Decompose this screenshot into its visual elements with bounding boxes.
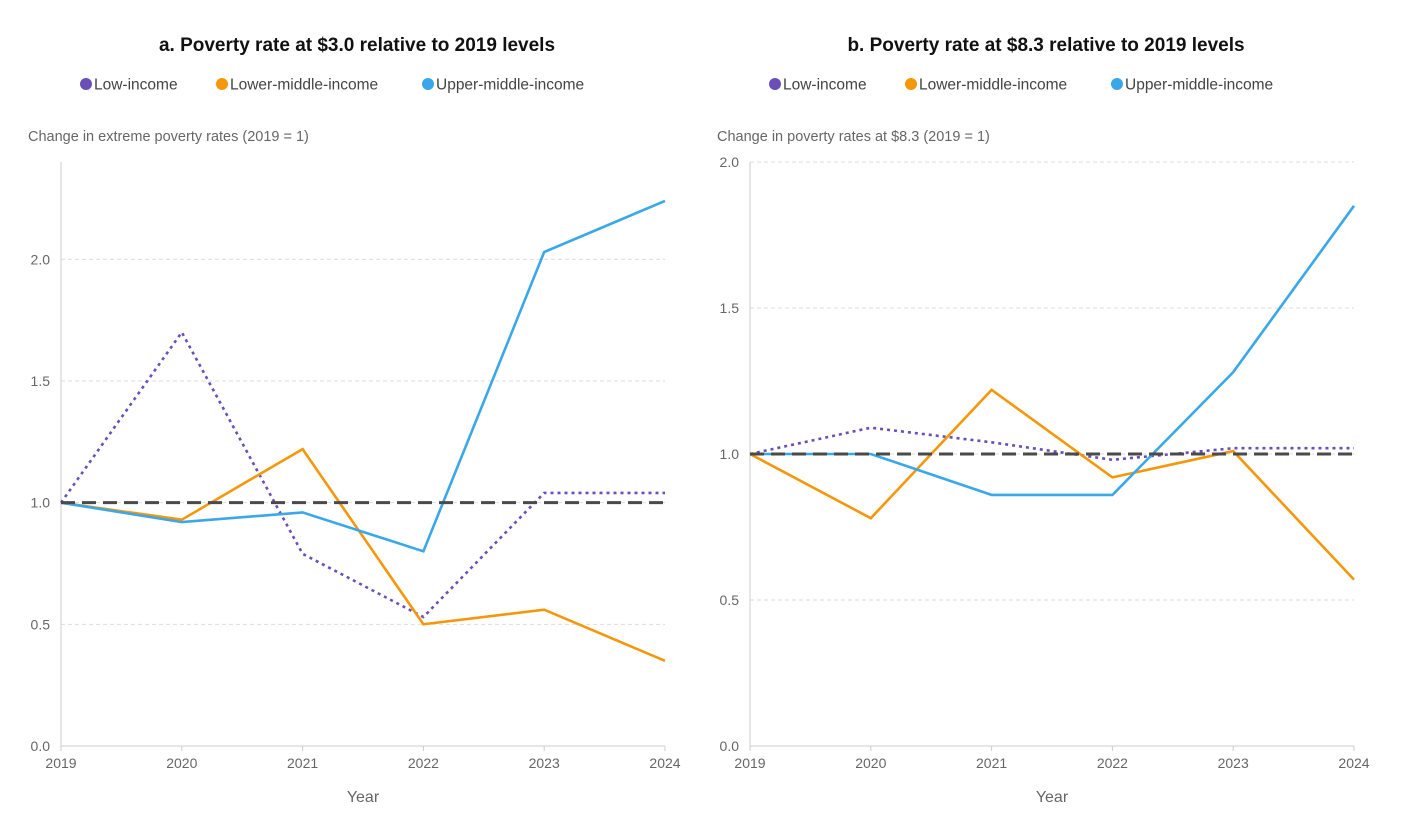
- x-tick-label: 2020: [855, 755, 886, 771]
- x-tick-label: 2021: [976, 755, 1007, 771]
- legend-label: Upper-middle-income: [1125, 77, 1273, 94]
- y-axis-label: Change in extreme poverty rates (2019 = …: [28, 129, 309, 145]
- x-tick-label: 2020: [166, 755, 197, 771]
- series-line-lower-middle-income: [60, 447, 666, 662]
- chart-title: a. Poverty rate at $3.0 relative to 2019…: [159, 35, 555, 56]
- x-tick-label: 2022: [1097, 755, 1128, 771]
- y-tick-label: 0.0: [31, 738, 51, 754]
- y-tick-label: 0.5: [31, 616, 51, 632]
- x-tick-label: 2023: [1218, 755, 1249, 771]
- chart-panel-b: b. Poverty rate at $8.3 relative to 2019…: [717, 35, 1370, 806]
- legend-marker: [905, 78, 917, 90]
- x-axis-label: Year: [347, 789, 380, 806]
- legend-marker: [80, 78, 92, 90]
- chart-title: b. Poverty rate at $8.3 relative to 2019…: [847, 35, 1244, 56]
- y-tick-label: 2.0: [31, 251, 51, 267]
- legend-marker: [769, 78, 781, 90]
- y-tick-label: 1.5: [720, 300, 740, 316]
- x-tick-label: 2021: [287, 755, 318, 771]
- x-axis-label: Year: [1036, 789, 1069, 806]
- x-tick-label: 2024: [649, 755, 680, 771]
- series-line-upper-middle-income: [750, 205, 1356, 497]
- y-tick-label: 2.0: [720, 154, 740, 170]
- x-tick-label: 2023: [529, 755, 560, 771]
- y-tick-label: 0.5: [720, 592, 740, 608]
- legend-label: Low-income: [94, 77, 178, 94]
- legend-marker: [1111, 78, 1123, 90]
- legend-label: Upper-middle-income: [436, 77, 584, 94]
- y-tick-label: 1.5: [31, 373, 51, 389]
- legend-marker: [216, 78, 228, 90]
- y-tick-label: 1.0: [720, 446, 740, 462]
- y-tick-label: 1.0: [31, 495, 51, 511]
- legend-label: Low-income: [783, 77, 867, 94]
- x-tick-label: 2019: [734, 755, 765, 771]
- chart-panel-a: a. Poverty rate at $3.0 relative to 2019…: [28, 35, 681, 806]
- legend-label: Lower-middle-income: [919, 77, 1067, 94]
- series-line-low-income: [59, 329, 665, 619]
- series-line-upper-middle-income: [60, 199, 666, 553]
- legend-marker: [422, 78, 434, 90]
- x-tick-label: 2024: [1338, 755, 1369, 771]
- x-tick-label: 2022: [408, 755, 439, 771]
- legend-label: Lower-middle-income: [230, 77, 378, 94]
- x-tick-label: 2019: [45, 755, 76, 771]
- series-line-lower-middle-income: [749, 388, 1355, 581]
- y-axis-label: Change in poverty rates at $8.3 (2019 = …: [717, 129, 990, 145]
- y-tick-label: 0.0: [720, 738, 740, 754]
